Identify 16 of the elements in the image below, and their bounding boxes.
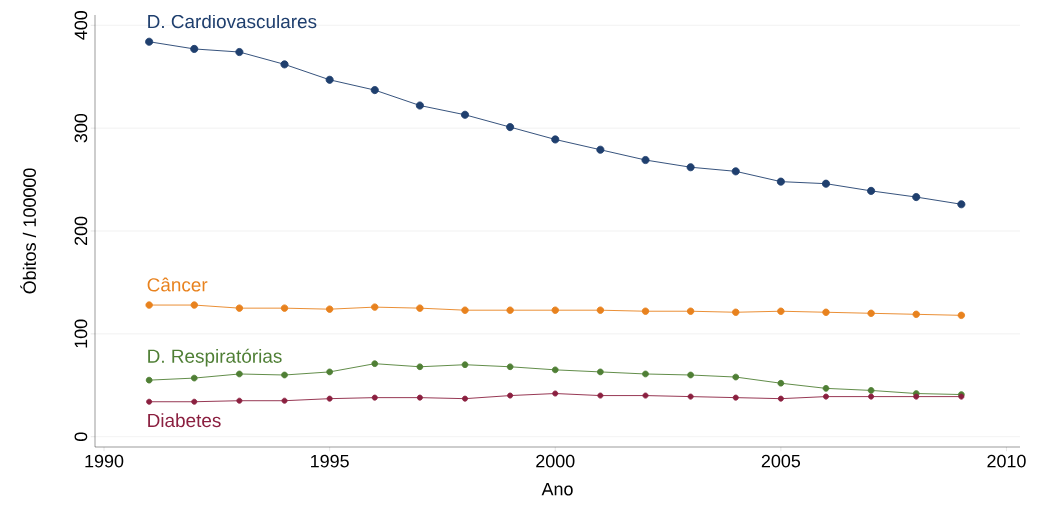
x-tick-label: 1990 [85, 454, 124, 468]
series-label: Diabetes [148, 413, 221, 428]
x-tick-label: 2000 [536, 454, 575, 468]
y-tick-label: 200 [74, 216, 88, 246]
x-tick-label: 1995 [311, 454, 349, 468]
y-tick-label: 0 [74, 432, 88, 441]
y-tick-label: 300 [74, 113, 88, 143]
series-label: D. Cardiovasculares [148, 14, 317, 29]
series-label: Câncer [147, 277, 208, 292]
series-label: D. Respiratórias [148, 348, 282, 367]
x-tick-label: 2005 [761, 454, 801, 468]
x-tick-label: 2010 [987, 454, 1026, 468]
y-tick-label: 400 [74, 11, 88, 40]
y-tick-label: 100 [74, 319, 88, 348]
x-axis-title: Ano [541, 482, 573, 496]
y-axis-title: Óbitos / 100000 [20, 168, 36, 294]
